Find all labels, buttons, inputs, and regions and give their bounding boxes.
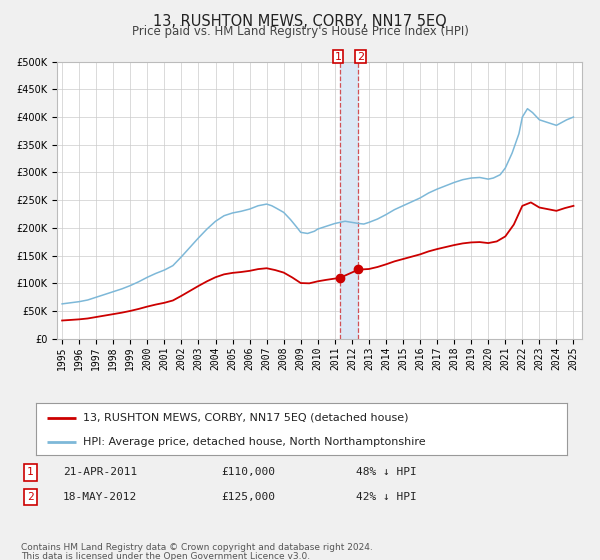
Text: Contains HM Land Registry data © Crown copyright and database right 2024.: Contains HM Land Registry data © Crown c… xyxy=(21,543,373,552)
Text: HPI: Average price, detached house, North Northamptonshire: HPI: Average price, detached house, Nort… xyxy=(83,437,425,447)
Text: 1: 1 xyxy=(27,468,34,478)
Text: 18-MAY-2012: 18-MAY-2012 xyxy=(63,492,137,502)
Bar xyxy=(340,62,358,339)
Text: Price paid vs. HM Land Registry's House Price Index (HPI): Price paid vs. HM Land Registry's House … xyxy=(131,25,469,38)
Text: 13, RUSHTON MEWS, CORBY, NN17 5EQ: 13, RUSHTON MEWS, CORBY, NN17 5EQ xyxy=(153,14,447,29)
Text: £110,000: £110,000 xyxy=(221,468,275,478)
Text: 2: 2 xyxy=(357,52,364,62)
Text: 13, RUSHTON MEWS, CORBY, NN17 5EQ (detached house): 13, RUSHTON MEWS, CORBY, NN17 5EQ (detac… xyxy=(83,413,408,423)
Text: 42% ↓ HPI: 42% ↓ HPI xyxy=(356,492,417,502)
Text: This data is licensed under the Open Government Licence v3.0.: This data is licensed under the Open Gov… xyxy=(21,552,310,560)
Text: 2: 2 xyxy=(27,492,34,502)
Text: 1: 1 xyxy=(334,52,341,62)
Text: £125,000: £125,000 xyxy=(221,492,275,502)
Text: 21-APR-2011: 21-APR-2011 xyxy=(63,468,137,478)
Text: 48% ↓ HPI: 48% ↓ HPI xyxy=(356,468,417,478)
